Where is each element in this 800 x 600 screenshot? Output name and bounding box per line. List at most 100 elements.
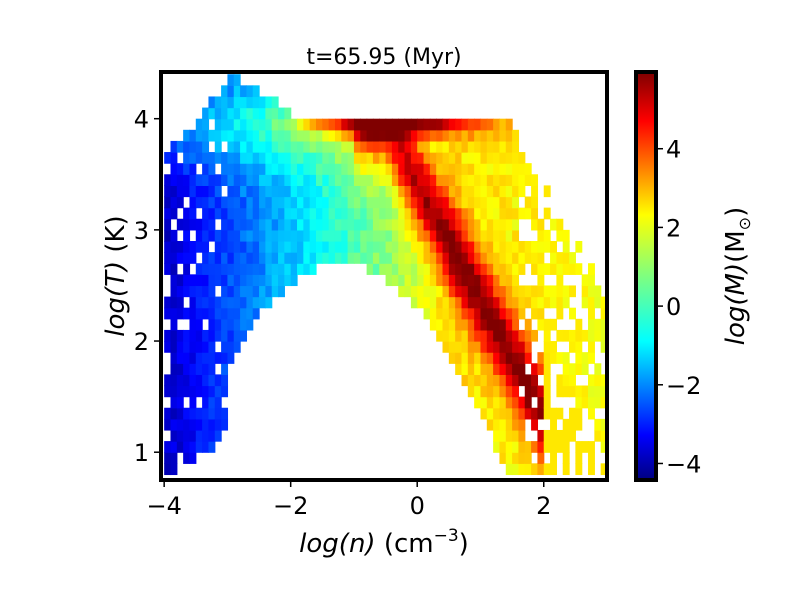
heatmap-cell xyxy=(448,307,456,320)
heatmap-cell xyxy=(233,107,241,120)
heatmap-cell xyxy=(404,274,412,287)
heatmap-cell xyxy=(341,218,349,231)
heatmap-cell xyxy=(240,174,248,186)
heatmap-cell xyxy=(372,196,380,209)
heatmap-cell xyxy=(562,463,570,476)
heatmap-cell xyxy=(512,363,520,375)
heatmap-cell xyxy=(334,140,342,153)
heatmap-cell xyxy=(512,441,520,453)
heatmap-cell xyxy=(214,252,222,264)
heatmap-cell xyxy=(537,429,545,442)
heatmap-cell xyxy=(189,307,197,320)
heatmap-cell xyxy=(176,307,184,320)
heatmap-cell xyxy=(195,218,203,231)
heatmap-cell xyxy=(474,363,482,375)
heatmap-cell xyxy=(227,174,235,186)
heatmap-cell xyxy=(322,218,330,231)
heatmap-cell xyxy=(385,196,393,209)
heatmap-cell xyxy=(366,174,374,186)
heatmap-cell xyxy=(183,441,191,453)
heatmap-cell xyxy=(240,285,248,298)
heatmap-cell xyxy=(524,318,532,331)
heatmap-cell xyxy=(170,252,178,264)
heatmap-cell xyxy=(391,163,399,175)
heatmap-cell xyxy=(423,218,431,231)
heatmap-cell xyxy=(278,240,285,253)
heatmap-cell xyxy=(505,441,513,453)
heatmap-cell xyxy=(290,129,298,142)
heatmap-cell xyxy=(499,318,507,331)
heatmap-cell xyxy=(214,352,222,364)
heatmap-cell xyxy=(480,341,488,353)
heatmap-cell xyxy=(246,129,254,142)
heatmap-cell xyxy=(170,196,178,209)
heatmap-cell xyxy=(176,418,184,431)
heatmap-cell xyxy=(271,196,279,209)
heatmap-cell xyxy=(240,163,248,175)
heatmap-cell xyxy=(227,240,235,253)
heatmap-cell xyxy=(493,329,501,342)
heatmap-cell xyxy=(474,218,482,231)
heatmap-cell xyxy=(461,352,469,364)
heatmap-cell xyxy=(202,140,210,153)
heatmap-cell xyxy=(505,374,513,387)
heatmap-cell xyxy=(284,174,292,186)
heatmap-cell xyxy=(588,307,595,320)
heatmap-cell xyxy=(588,463,595,476)
heatmap-cell xyxy=(436,129,444,142)
heatmap-cell xyxy=(315,140,323,153)
heatmap-cell xyxy=(252,118,260,131)
heatmap-cell xyxy=(195,174,203,186)
heatmap-cell xyxy=(347,229,355,242)
heatmap-cell xyxy=(410,140,418,153)
heatmap-cell xyxy=(442,341,450,353)
heatmap-cell xyxy=(176,196,184,209)
heatmap-cell xyxy=(600,418,608,431)
heatmap-cell xyxy=(417,274,425,287)
heatmap-cell xyxy=(334,252,342,264)
heatmap-cell xyxy=(474,385,482,398)
heatmap-cell xyxy=(353,196,361,209)
heatmap-cell xyxy=(214,107,222,120)
heatmap-cell xyxy=(278,274,285,287)
heatmap-cell xyxy=(499,341,507,353)
heatmap-cell xyxy=(366,229,374,242)
heatmap-cell xyxy=(455,318,463,331)
heatmap-cell xyxy=(537,318,545,331)
colorbar xyxy=(634,70,658,482)
heatmap-cell xyxy=(410,240,418,253)
heatmap-cell xyxy=(429,152,437,164)
heatmap-cell xyxy=(461,274,469,287)
heatmap-cell xyxy=(518,174,526,186)
heatmap-cell xyxy=(170,374,178,387)
heatmap-cell xyxy=(252,163,260,175)
heatmap-cell xyxy=(398,252,406,264)
heatmap-cell xyxy=(202,118,210,131)
x-tick-label: 0 xyxy=(410,492,425,520)
heatmap-cell xyxy=(164,441,172,453)
heatmap-cell xyxy=(486,418,494,431)
heatmap-cell xyxy=(366,240,374,253)
heatmap-cell xyxy=(164,152,172,164)
heatmap-cell xyxy=(398,196,406,209)
heatmap-cell xyxy=(284,252,292,264)
heatmap-cell xyxy=(417,240,425,253)
heatmap-cell xyxy=(334,196,342,209)
heatmap-cell xyxy=(410,174,418,186)
heatmap-cell xyxy=(246,107,254,120)
heatmap-cell xyxy=(562,418,570,431)
heatmap-cell xyxy=(556,252,564,264)
heatmap-cell xyxy=(600,441,608,453)
heatmap-cell xyxy=(252,229,260,242)
heatmap-cell xyxy=(505,418,513,431)
heatmap-cell xyxy=(512,341,520,353)
heatmap-cell xyxy=(214,318,222,331)
heatmap-cell xyxy=(259,96,266,109)
heatmap-cell xyxy=(562,285,570,298)
heatmap-cell xyxy=(170,263,178,275)
heatmap-cell xyxy=(164,307,172,320)
colorbar-label: log(M)(M⊙) xyxy=(721,207,754,346)
heatmap-cell xyxy=(372,218,380,231)
heatmap-cell xyxy=(315,240,323,253)
heatmap-cell xyxy=(512,307,520,320)
